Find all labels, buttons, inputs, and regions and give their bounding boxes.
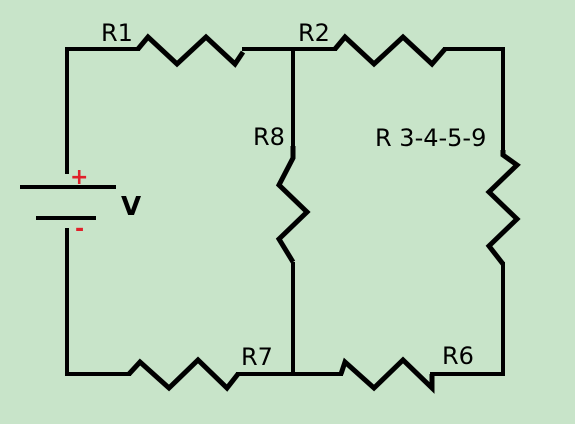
resistor-r2 [333, 33, 447, 68]
wires [65, 47, 505, 376]
wire-left-top [65, 47, 140, 174]
resistor-r8 [275, 146, 311, 264]
resistor-r7 [127, 356, 240, 392]
wire-bottom-left [65, 228, 131, 376]
label-r2: R2 [298, 19, 330, 47]
label-voltage: V [121, 192, 141, 222]
battery [20, 185, 116, 220]
wire-top-right [443, 47, 505, 152]
label-minus: - [75, 217, 84, 242]
label-r1: R1 [101, 19, 133, 47]
label-r7: R7 [241, 343, 273, 371]
resistor-r6 [338, 356, 435, 394]
label-r3459: R 3-4-5-9 [375, 124, 486, 152]
resistor-r3459 [485, 150, 521, 266]
wire-right-lower [430, 262, 505, 376]
label-r8: R8 [253, 123, 285, 151]
label-plus: + [70, 165, 88, 190]
resistor-r1 [136, 33, 246, 68]
label-r6: R6 [442, 342, 474, 370]
